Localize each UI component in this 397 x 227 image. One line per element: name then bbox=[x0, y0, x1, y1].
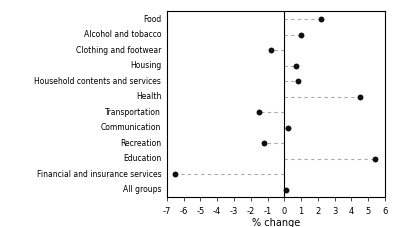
Point bbox=[293, 64, 299, 67]
Point bbox=[268, 48, 274, 52]
Text: Transportation: Transportation bbox=[105, 108, 161, 117]
Point bbox=[261, 141, 267, 145]
Point bbox=[357, 95, 363, 99]
Text: Household contents and services: Household contents and services bbox=[34, 77, 161, 86]
Point bbox=[283, 188, 289, 192]
Text: Health: Health bbox=[136, 92, 161, 101]
Point bbox=[295, 79, 301, 83]
Point bbox=[372, 157, 378, 160]
Text: Financial and insurance services: Financial and insurance services bbox=[37, 170, 161, 179]
Point bbox=[256, 110, 262, 114]
Point bbox=[318, 17, 324, 21]
Text: Communication: Communication bbox=[101, 123, 161, 132]
Point bbox=[298, 33, 304, 36]
Point bbox=[285, 126, 291, 129]
Text: Alcohol and tobacco: Alcohol and tobacco bbox=[84, 30, 161, 39]
Point bbox=[172, 173, 178, 176]
Text: Clothing and footwear: Clothing and footwear bbox=[76, 46, 161, 55]
Text: All groups: All groups bbox=[123, 185, 161, 194]
Text: Food: Food bbox=[143, 15, 161, 24]
Text: Recreation: Recreation bbox=[120, 139, 161, 148]
Text: Housing: Housing bbox=[130, 61, 161, 70]
Text: Education: Education bbox=[123, 154, 161, 163]
X-axis label: % change: % change bbox=[252, 218, 300, 227]
